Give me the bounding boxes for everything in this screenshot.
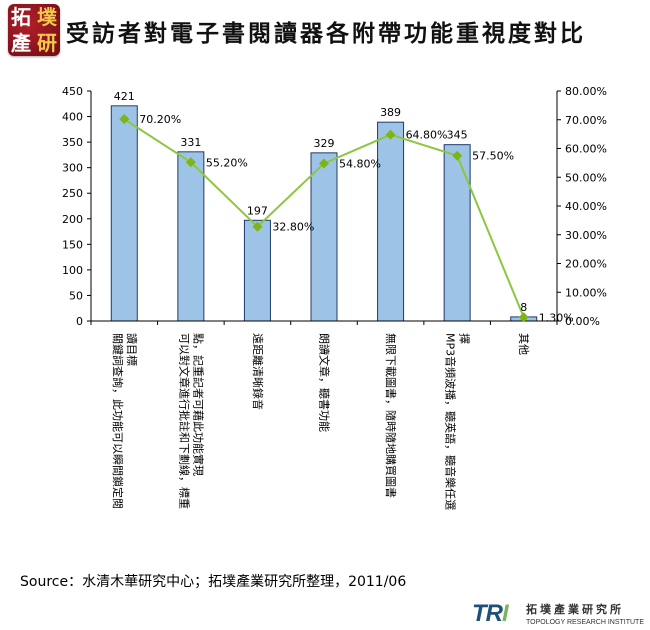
y-right-tick-label: 60.00% — [565, 143, 607, 156]
y-left-tick-label: 200 — [62, 213, 83, 226]
percent-marker — [385, 129, 396, 140]
y-left-tick-label: 400 — [62, 111, 83, 124]
bar — [377, 121, 405, 322]
category-label: 遠距離清晰錄音 — [251, 333, 265, 410]
y-left-tick-label: 300 — [62, 162, 83, 175]
category-label: 點，記重記者可藉此功能實現 — [191, 333, 205, 476]
y-right-tick-label: 20.00% — [565, 258, 607, 271]
bar — [110, 105, 138, 322]
category-label: 其他 — [517, 333, 530, 355]
bar — [443, 144, 471, 322]
percent-marker — [185, 157, 196, 168]
logo: 拓 墣 產 研 — [8, 4, 60, 56]
bar-value-label: 8 — [520, 301, 527, 314]
y-left-tick-label: 50 — [69, 289, 83, 302]
percent-value-label: 55.20% — [206, 156, 248, 169]
y-left-tick-label: 150 — [62, 238, 83, 251]
y-left-tick-label: 100 — [62, 264, 83, 277]
category-label: 讀目標 — [125, 333, 139, 366]
logo-char: 拓 — [11, 5, 31, 29]
y-right-tick-label: 80.00% — [565, 85, 607, 98]
percent-value-label: 1.30% — [539, 311, 574, 324]
percent-value-label: 70.20% — [139, 113, 181, 126]
tri-mark-i: I — [502, 600, 509, 627]
bar-value-label: 421 — [114, 90, 135, 103]
tri-logo: TRI 拓墣產業研究所 TOPOLOGY RESEARCH INSTITUTE — [466, 598, 646, 628]
percent-value-label: 54.80% — [339, 157, 381, 170]
tri-english: TOPOLOGY RESEARCH INSTITUTE — [526, 619, 644, 626]
percent-marker — [119, 114, 130, 125]
y-right-tick-label: 50.00% — [565, 171, 607, 184]
percent-marker — [452, 150, 463, 161]
tri-mark-text: TRI — [472, 600, 509, 627]
tri-mark: TRI — [472, 600, 509, 628]
category-label: MP3音頻波播，聽英語，聽音樂任選 — [444, 333, 458, 510]
category-label: 無限下載圖書，隨時隨地購買圖書 — [384, 333, 398, 498]
y-right-tick-label: 10.00% — [565, 286, 607, 299]
bar-value-label: 331 — [180, 136, 201, 149]
bar-value-label: 197 — [247, 204, 268, 217]
category-label: 關鍵詞查詢，此功能可以瞬間鎖定閱 — [111, 333, 125, 509]
percent-marker — [252, 221, 263, 232]
percent-value-label: 32.80% — [272, 221, 314, 234]
bar-value-label: 329 — [314, 137, 335, 150]
bar-line-chart: 0 50 100 150 200 250 300 350 400 450 0.00% 10.00% 20… — [62, 85, 607, 510]
y-right-tick-label: 70.00% — [565, 114, 607, 127]
category-label: 擇 — [458, 333, 472, 344]
y-left-tick-label: 450 — [62, 85, 83, 98]
percent-value-label: 64.80% — [406, 129, 448, 142]
bar-value-label: 389 — [380, 106, 401, 119]
category-label: 朗讀文章，聽書功能 — [318, 333, 332, 432]
logo-chars: 拓 墣 產 研 — [8, 4, 60, 56]
bar — [243, 219, 271, 322]
category-label: 可以對文章進行批註和下劃線，標重 — [177, 333, 191, 509]
y-right-tick-label: 40.00% — [565, 200, 607, 213]
percent-marker — [518, 312, 529, 323]
logo-char: 產 — [11, 31, 31, 55]
y-left-tick-label: 350 — [62, 136, 83, 149]
y-left-tick-label: 0 — [76, 315, 83, 328]
bar — [310, 152, 338, 322]
chart-title: 受訪者對電子書閱讀器各附帶功能重視度對比 — [66, 20, 586, 47]
bar-value-label: 345 — [447, 129, 468, 142]
logo-char: 墣 — [37, 5, 57, 29]
y-right-tick-label: 30.00% — [565, 229, 607, 242]
tri-text: 拓墣產業研究所 TOPOLOGY RESEARCH INSTITUTE — [526, 601, 644, 626]
y-left-tick-label: 250 — [62, 187, 83, 200]
tri-name: 拓墣產業研究所 — [526, 603, 624, 616]
bar — [177, 151, 205, 322]
source-note: Source：水清木華研究中心；拓墣產業研究所整理，2011/06 — [20, 574, 407, 590]
percent-value-label: 57.50% — [472, 150, 514, 163]
logo-char: 研 — [37, 31, 57, 55]
y-right-tick-label: 0.00% — [565, 315, 600, 328]
percent-marker — [319, 158, 329, 169]
